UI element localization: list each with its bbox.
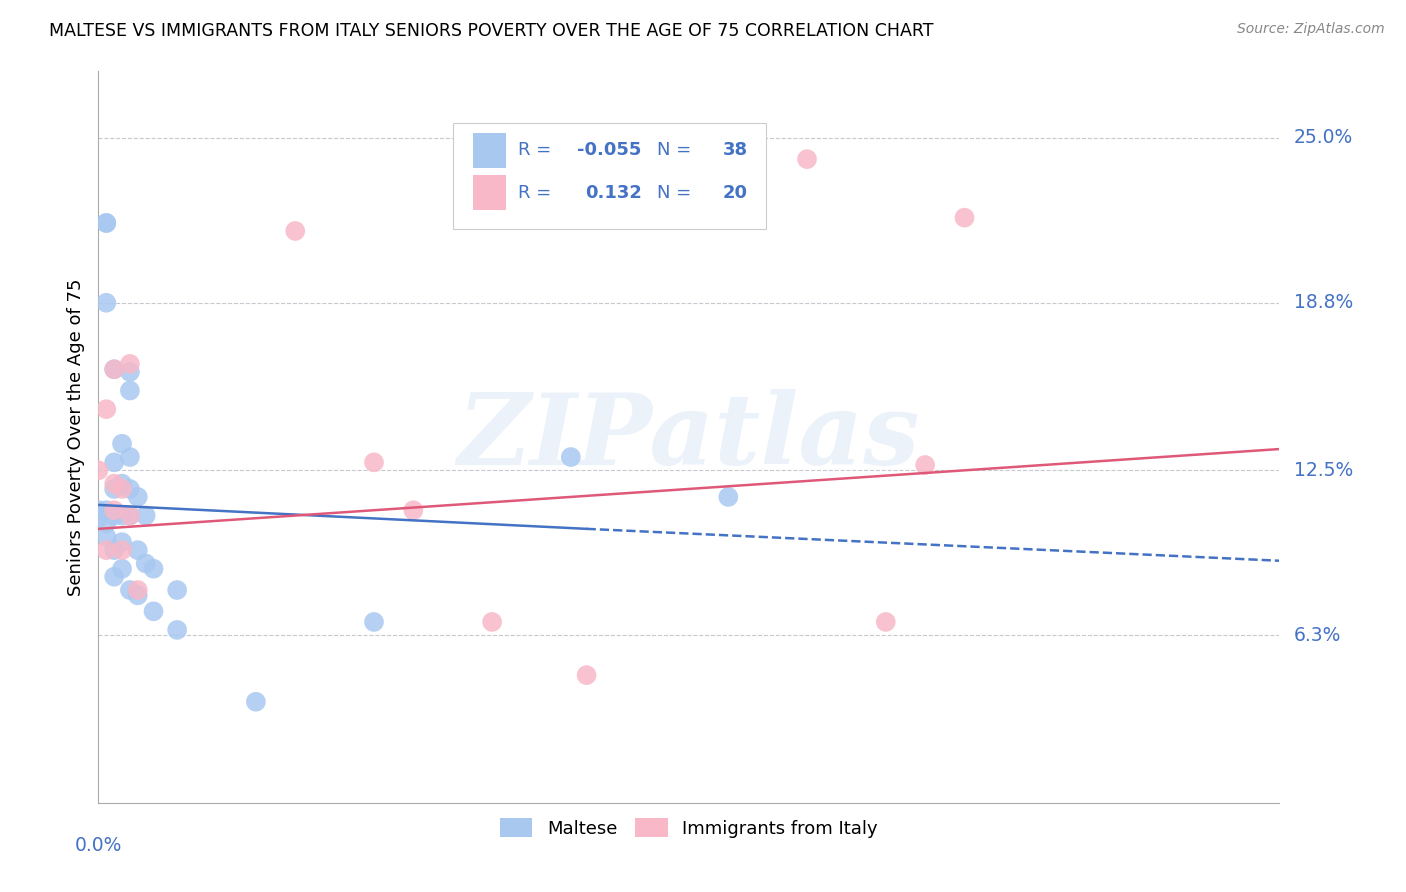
Point: [142, 562, 165, 576]
Text: Source: ZipAtlas.com: Source: ZipAtlas.com: [1237, 22, 1385, 37]
Point: [96, 402, 118, 417]
Point: [96, 295, 118, 310]
Point: [118, 365, 141, 379]
Point: [135, 508, 157, 523]
Point: [245, 695, 267, 709]
Point: [111, 562, 134, 576]
Point: [103, 455, 125, 469]
Point: [87, 463, 110, 477]
Point: [118, 384, 141, 398]
FancyBboxPatch shape: [453, 122, 766, 228]
Point: [111, 476, 134, 491]
Point: [142, 604, 165, 618]
Text: 0.0%: 0.0%: [75, 836, 122, 855]
Text: 12.5%: 12.5%: [1294, 461, 1353, 480]
Point: [87, 503, 110, 517]
Point: [166, 623, 188, 637]
Point: [111, 482, 134, 496]
Point: [796, 152, 818, 166]
Point: [118, 508, 141, 523]
Point: [96, 216, 118, 230]
Point: [96, 516, 118, 531]
Point: [103, 543, 125, 558]
Point: [118, 482, 141, 496]
Point: [481, 615, 503, 629]
Text: ZIPatlas: ZIPatlas: [458, 389, 920, 485]
Point: [118, 508, 141, 523]
Point: [135, 557, 157, 571]
Text: 6.3%: 6.3%: [1294, 625, 1341, 645]
Point: [127, 582, 149, 597]
Point: [118, 450, 141, 464]
Point: [87, 511, 110, 525]
Point: [111, 535, 134, 549]
Text: N =: N =: [657, 184, 697, 202]
Point: [111, 508, 134, 523]
Text: -0.055: -0.055: [578, 141, 641, 159]
Point: [914, 458, 936, 472]
Text: N =: N =: [657, 141, 697, 159]
Point: [363, 615, 385, 629]
Point: [402, 503, 425, 517]
Point: [96, 530, 118, 544]
Y-axis label: Seniors Poverty Over the Age of 75: Seniors Poverty Over the Age of 75: [66, 278, 84, 596]
Legend: Maltese, Immigrants from Italy: Maltese, Immigrants from Italy: [492, 811, 886, 845]
Text: R =: R =: [517, 141, 557, 159]
Point: [127, 543, 149, 558]
Point: [103, 476, 125, 491]
Point: [127, 588, 149, 602]
Text: MALTESE VS IMMIGRANTS FROM ITALY SENIORS POVERTY OVER THE AGE OF 75 CORRELATION : MALTESE VS IMMIGRANTS FROM ITALY SENIORS…: [49, 22, 934, 40]
Text: 18.8%: 18.8%: [1294, 293, 1353, 312]
Text: 0.132: 0.132: [585, 184, 641, 202]
Point: [103, 482, 125, 496]
FancyBboxPatch shape: [472, 133, 506, 168]
Text: 20: 20: [723, 184, 748, 202]
Point: [953, 211, 976, 225]
Point: [111, 436, 134, 450]
Point: [875, 615, 897, 629]
Point: [363, 455, 385, 469]
Point: [96, 216, 118, 230]
Point: [103, 362, 125, 376]
Text: R =: R =: [517, 184, 557, 202]
Point: [284, 224, 307, 238]
Point: [103, 362, 125, 376]
Point: [96, 543, 118, 558]
Point: [717, 490, 740, 504]
Text: 25.0%: 25.0%: [1294, 128, 1353, 147]
Point: [560, 450, 582, 464]
Point: [575, 668, 598, 682]
Point: [103, 570, 125, 584]
Text: 38: 38: [723, 141, 748, 159]
Point: [118, 582, 141, 597]
Point: [127, 490, 149, 504]
Point: [103, 508, 125, 523]
Point: [96, 503, 118, 517]
Point: [118, 357, 141, 371]
Point: [111, 543, 134, 558]
Point: [166, 582, 188, 597]
FancyBboxPatch shape: [472, 175, 506, 211]
Point: [103, 503, 125, 517]
